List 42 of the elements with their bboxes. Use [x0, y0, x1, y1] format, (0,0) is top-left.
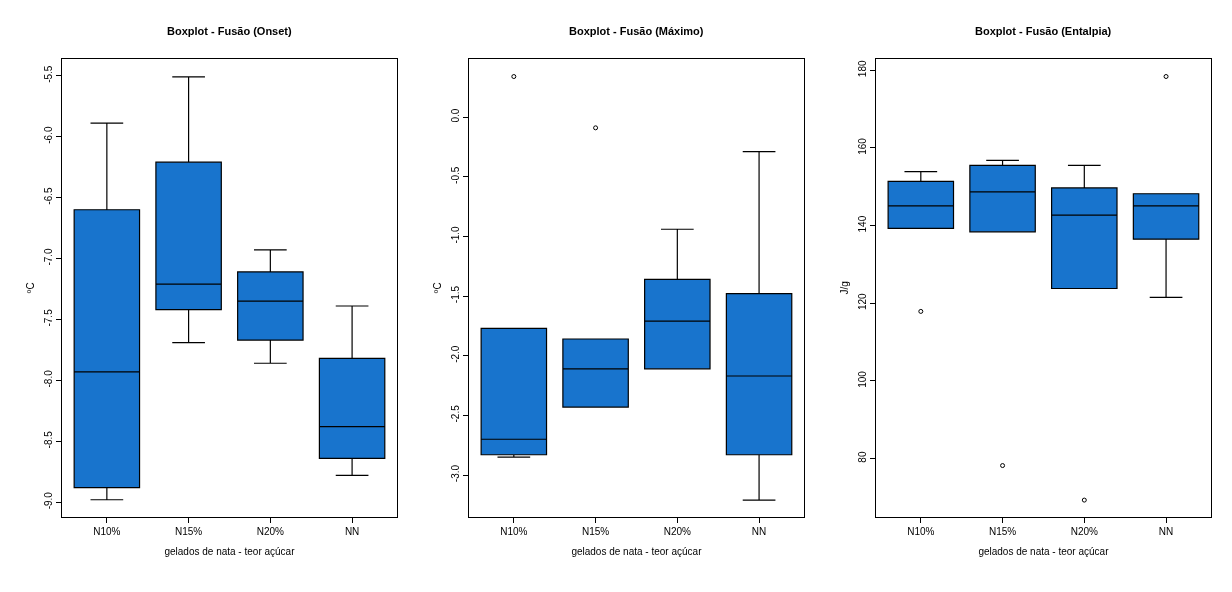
x-axis-title: gelados de nata - teor açúcar: [571, 546, 703, 558]
y-tick-label: -0.5: [449, 166, 461, 184]
y-tick-label: -6.5: [42, 187, 54, 205]
x-tick-label: N10%: [93, 525, 121, 537]
y-tick-label: -6.0: [42, 126, 54, 144]
y-tick-label: -1.5: [449, 285, 461, 304]
chart-title: Boxplot - Fusão (Entalpia): [975, 25, 1112, 37]
y-tick-label: 120: [856, 292, 868, 311]
x-tick-label: NN: [344, 525, 360, 537]
x-axis-title: gelados de nata - teor açúcar: [164, 546, 296, 558]
chart-title: Boxplot - Fusão (Máximo): [569, 25, 704, 37]
x-tick-label: N20%: [256, 525, 285, 537]
y-tick-label: -1.0: [449, 225, 461, 244]
y-tick-label: 160: [856, 137, 868, 155]
y-tick-label: -5.5: [42, 65, 54, 83]
x-tick-label: N10%: [907, 525, 935, 537]
x-axis-title: gelados de nata - teor açúcar: [978, 546, 1110, 558]
y-tick-label: -2.0: [449, 345, 461, 363]
x-tick-label: N15%: [988, 525, 1017, 537]
y-tick-label: 100: [856, 370, 868, 388]
y-tick-label: -7.5: [42, 308, 54, 327]
x-tick-label: N10%: [500, 525, 528, 537]
x-tick-label: N20%: [1070, 525, 1099, 537]
x-tick-label: N20%: [663, 525, 692, 537]
y-tick-label: 0.0: [449, 108, 461, 123]
y-tick-label: 180: [856, 60, 868, 78]
y-tick-label: 140: [856, 215, 868, 233]
y-axis-title: J/g: [838, 281, 850, 295]
x-tick-label: N15%: [581, 525, 610, 537]
y-tick-label: 80: [856, 451, 868, 463]
y-tick-label: -7.0: [42, 247, 54, 266]
y-tick-label: -2.5: [449, 404, 461, 423]
y-axis-title: ºC: [24, 282, 36, 294]
y-tick-label: -3.0: [449, 464, 461, 483]
x-tick-label: N15%: [174, 525, 203, 537]
y-tick-label: -8.5: [42, 430, 54, 449]
x-tick-label: NN: [1158, 525, 1174, 537]
y-tick-label: -8.0: [42, 369, 54, 388]
x-tick-label: NN: [751, 525, 767, 537]
chart-title: Boxplot - Fusão (Onset): [167, 25, 292, 37]
y-tick-label: -9.0: [42, 491, 54, 510]
y-axis-title: ºC: [431, 282, 443, 294]
